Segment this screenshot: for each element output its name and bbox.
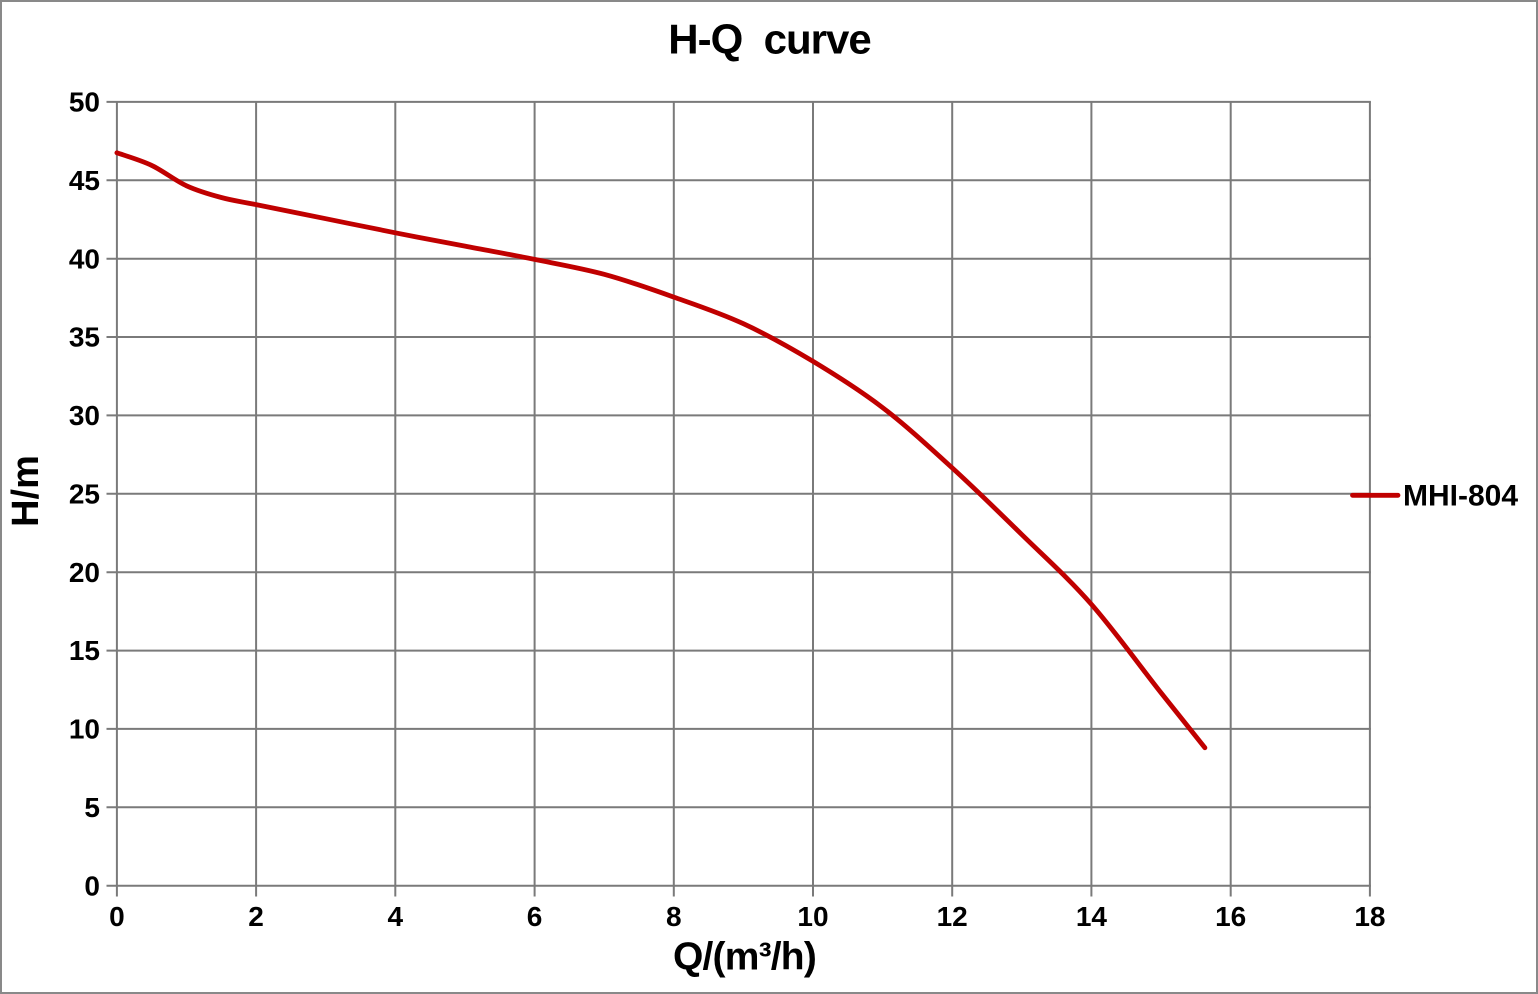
- svg-text:45: 45: [69, 165, 100, 196]
- svg-text:15: 15: [69, 635, 100, 666]
- svg-text:4: 4: [388, 901, 404, 932]
- svg-text:25: 25: [69, 478, 100, 509]
- svg-text:5: 5: [84, 792, 100, 823]
- svg-text:35: 35: [69, 322, 100, 353]
- svg-text:20: 20: [69, 557, 100, 588]
- svg-text:12: 12: [937, 901, 968, 932]
- svg-text:8: 8: [666, 901, 682, 932]
- svg-text:10: 10: [69, 714, 100, 745]
- svg-text:2: 2: [248, 901, 264, 932]
- svg-text:0: 0: [84, 870, 100, 901]
- svg-text:50: 50: [69, 87, 100, 118]
- svg-text:6: 6: [527, 901, 543, 932]
- svg-text:0: 0: [109, 901, 125, 932]
- svg-text:H/m: H/m: [5, 455, 47, 527]
- svg-text:H-Q curve: H-Q curve: [668, 16, 870, 63]
- svg-text:10: 10: [797, 901, 828, 932]
- svg-text:18: 18: [1354, 901, 1385, 932]
- svg-text:40: 40: [69, 243, 100, 274]
- svg-text:16: 16: [1215, 901, 1246, 932]
- svg-text:MHI-804: MHI-804: [1403, 479, 1518, 512]
- svg-text:30: 30: [69, 400, 100, 431]
- svg-text:14: 14: [1076, 901, 1108, 932]
- svg-text:Q/(m³/h): Q/(m³/h): [673, 936, 816, 979]
